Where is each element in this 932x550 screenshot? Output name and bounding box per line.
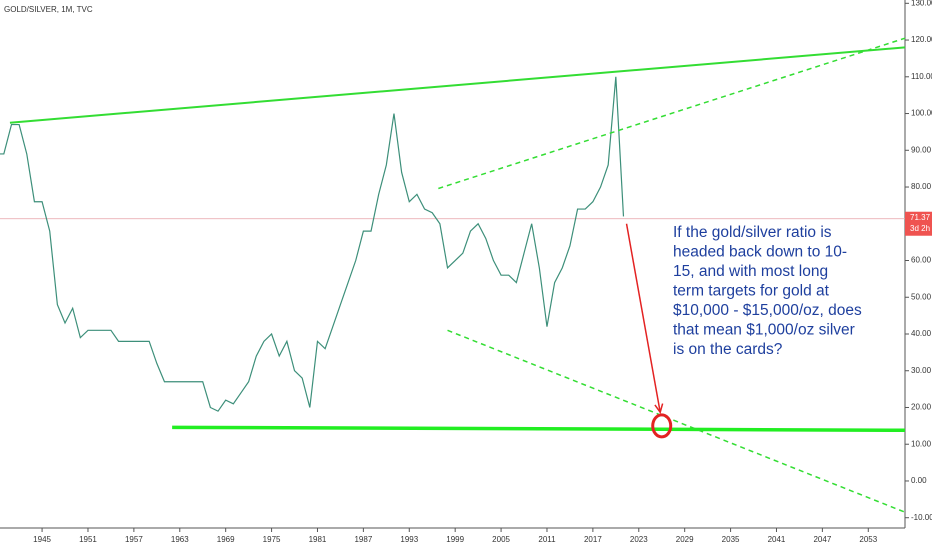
trend-line (447, 329, 906, 513)
y-tick-label: 20.00 (911, 403, 932, 412)
x-tick-label: 2023 (630, 535, 648, 544)
x-tick-label: 1987 (354, 535, 372, 544)
x-tick-label: 2041 (768, 535, 786, 544)
y-tick-label: 60.00 (911, 256, 932, 265)
x-tick-label: 1963 (171, 535, 189, 544)
trend-line (9, 46, 906, 124)
y-tick-label: 120.00 (911, 35, 932, 44)
x-tick-label: 1993 (400, 535, 418, 544)
x-tick-label: 2011 (538, 535, 556, 544)
y-tick-label: 100.00 (911, 109, 932, 118)
price-line (0, 76, 625, 412)
last-price-box (905, 211, 932, 236)
y-tick-label: 110.00 (911, 72, 932, 81)
annotation-text: $10,000 - $15,000/oz, does (673, 302, 862, 319)
x-tick-label: 1981 (309, 535, 327, 544)
x-tick-label: 2005 (492, 535, 510, 544)
annotation-text: headed back down to 10- (673, 244, 847, 261)
x-tick-label: 1945 (33, 535, 51, 544)
x-tick-label: 1957 (125, 535, 143, 544)
annotation-text: is on the cards? (673, 341, 783, 358)
x-tick-label: 1951 (79, 535, 97, 544)
y-tick-label: 40.00 (911, 329, 932, 338)
x-tick-label: 2035 (722, 535, 740, 544)
annotation-text: If the gold/silver ratio is (673, 224, 832, 241)
x-tick-label: 1999 (446, 535, 464, 544)
y-tick-label: 80.00 (911, 182, 932, 191)
trend-line (438, 37, 906, 190)
annotation-text: 15, and with most long (673, 263, 828, 280)
last-price-label: 71.37 (910, 213, 931, 222)
annotation-text: term targets for gold at (673, 283, 830, 300)
y-tick-label: 10.00 (911, 439, 932, 448)
x-tick-label: 2053 (859, 535, 877, 544)
x-tick-label: 2047 (813, 535, 831, 544)
target-circle (651, 413, 673, 439)
trend-line (172, 425, 906, 433)
y-tick-label: -10.00 (911, 513, 932, 522)
y-tick-label: 50.00 (911, 292, 932, 301)
y-tick-label: 90.00 (911, 145, 932, 154)
arrow-line (625, 223, 661, 413)
x-tick-label: 1975 (263, 535, 281, 544)
chart-title: GOLD/SILVER, 1M, TVC (4, 5, 93, 14)
annotation-text: that mean $1,000/oz silver (673, 322, 855, 339)
y-tick-label: 130.00 (911, 0, 932, 7)
y-tick-label: 0.00 (911, 476, 927, 485)
x-tick-label: 2029 (676, 535, 694, 544)
arrow-head (654, 403, 664, 414)
y-tick-label: 30.00 (911, 366, 932, 375)
x-tick-label: 1969 (217, 535, 235, 544)
countdown-label: 3d 2h (910, 224, 930, 233)
x-tick-label: 2017 (584, 535, 602, 544)
